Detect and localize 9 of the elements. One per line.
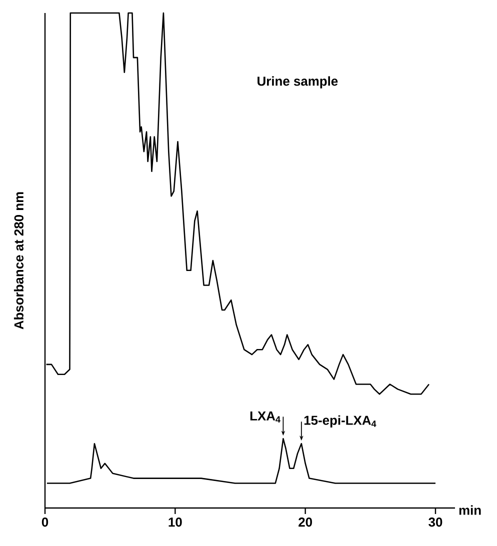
annotation: LXA$_{4}$	[250, 411, 280, 422]
annotation: 15-epi-LXA$_{4}$	[304, 415, 376, 428]
x-axis-title: min	[459, 505, 481, 515]
x-tick-label: 10	[168, 518, 182, 527]
y-axis-title: Absorbance at 280 nm	[14, 192, 24, 330]
x-tick-label: 30	[428, 518, 442, 527]
x-tick-label: 20	[298, 518, 312, 527]
x-tick-label: 0	[42, 518, 48, 527]
text: Urine sample	[258, 76, 338, 88]
